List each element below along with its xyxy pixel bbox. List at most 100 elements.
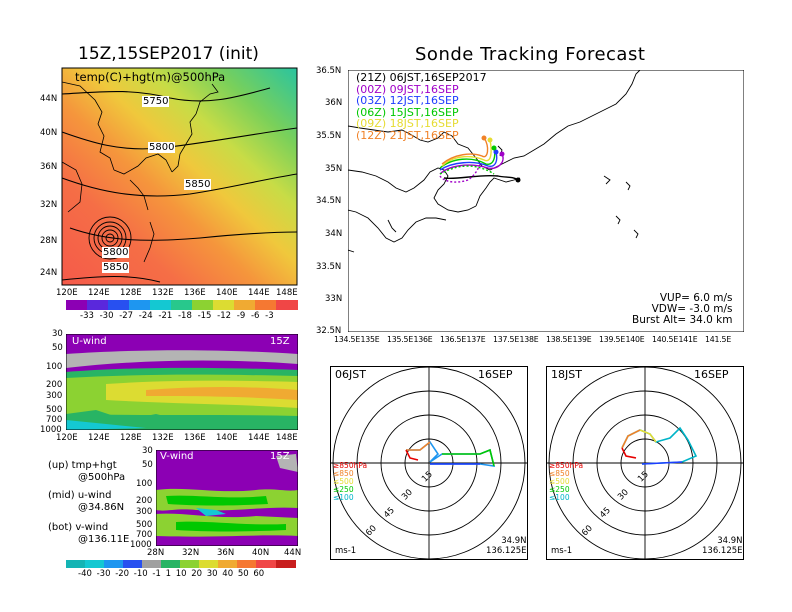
wind-colorbar (66, 560, 296, 568)
burst-points (481, 135, 521, 183)
balloon-params: VUP= 6.0 m/s VDW= -3.0 m/s Burst Alt= 34… (632, 292, 733, 326)
hodo-level-legend: ≥850hPa ≤850 ≤500 ≤250 ≤100 (549, 461, 584, 502)
lon-tick: 128E (120, 288, 142, 298)
lat-tick: 35.5N (316, 131, 342, 141)
hodo-date: 16SEP (694, 368, 729, 381)
pressure-tick: 700 (136, 530, 153, 540)
temperature-colorbar (66, 300, 298, 310)
lat-tick: 44N (284, 548, 302, 558)
hodograph-06jst (330, 366, 528, 560)
forecast-tracks (439, 137, 519, 183)
lat-tick: 36N (325, 98, 343, 108)
lon-tick: 128E (120, 433, 142, 443)
lat-tick: 40N (40, 128, 58, 138)
lat-tick: 36N (40, 162, 58, 172)
lat-tick: 32N (182, 548, 200, 558)
lon-tick: 148E (276, 433, 298, 443)
u-wind-section (66, 334, 298, 430)
lat-tick: 24N (40, 268, 58, 278)
pressure-tick: 1000 (40, 425, 62, 435)
lat-tick: 32.5N (316, 326, 342, 336)
pressure-tick: 50 (52, 343, 63, 353)
lon-tick: 144E (248, 433, 270, 443)
hodo-location: 34.9N 136.125E (702, 536, 743, 556)
pressure-tick: 300 (46, 391, 63, 401)
u-wind-time: 15Z (270, 336, 290, 347)
lon-tick: 120E (56, 433, 78, 443)
lat-tick: 28N (147, 548, 165, 558)
lon-tick: 136E (184, 433, 206, 443)
pressure-tick: 100 (46, 362, 63, 372)
hodo-location: 34.9N 136.125E (486, 536, 527, 556)
lon-tick: 136E (184, 288, 206, 298)
lon-tick: 124E (88, 288, 110, 298)
lon-tick: 148E (276, 288, 298, 298)
lat-tick: 32N (40, 200, 58, 210)
v-wind-label: V-wind (160, 451, 194, 462)
pressure-tick: 200 (136, 496, 153, 506)
lat-tick: 33N (325, 294, 343, 304)
run-21z: (21Z) 06JST,16SEP2017 (356, 71, 487, 84)
map-field-label: temp(C)+hgt(m)@500hPa (75, 70, 226, 84)
run-00z: (00Z) 09JST,16SEP (356, 82, 459, 96)
wind-colorbar-ticks: -40 -30 -20 -10 -1 1 10 20 30 40 50 60 (78, 569, 265, 579)
contour-label-5850-typhoon: 5850 (102, 262, 130, 273)
hodo-time: 18JST (551, 368, 582, 381)
run-09z: (09Z) 18JST,16SEP (356, 117, 459, 131)
temp-height-map (61, 67, 298, 286)
pressure-tick: 50 (142, 460, 153, 470)
sonde-track-map (348, 70, 744, 332)
lat-tick: 40N (252, 548, 270, 558)
lon-tick: 120E (56, 288, 78, 298)
pressure-tick: 500 (46, 405, 63, 415)
pressure-tick: 100 (136, 479, 153, 489)
run-06z: (06Z) 15JST,16SEP (356, 105, 459, 119)
pressure-tick: 1000 (130, 540, 152, 550)
contour-label-5750: 5750 (142, 96, 170, 107)
pressure-tick: 700 (46, 415, 63, 425)
lon-tick: 124E (88, 433, 110, 443)
legend-note-up: (up) tmp+hgt @500hPa (48, 460, 126, 483)
v-wind-section (156, 450, 298, 546)
init-time-title: 15Z,15SEP2017 (init) (78, 44, 259, 64)
track-lon-ticks: 134.5E135E 135.5E136E 136.5E137E 137.5E138E… (334, 335, 732, 344)
hodo-unit: ms-1 (335, 546, 357, 556)
temperature-field (62, 68, 297, 285)
pressure-tick: 300 (136, 507, 153, 517)
contour-label-5800-typhoon: 5800 (102, 247, 130, 258)
lon-tick: 140E (216, 288, 238, 298)
lon-tick: 140E (216, 433, 238, 443)
lat-tick: 34.5N (316, 196, 342, 206)
hodo-time: 06JST (335, 368, 366, 381)
height-contours (61, 87, 298, 283)
temperature-colorbar-ticks: -33 -30 -27 -24 -21 -18 -15 -12 -9 -6 -3 (80, 311, 274, 321)
lon-tick: 132E (152, 288, 174, 298)
hodo-level-legend: ≥850hPa ≤850 ≤500 ≤250 ≤100 (333, 461, 368, 502)
lat-tick: 33.5N (316, 262, 342, 272)
contour-label-5800: 5800 (148, 142, 176, 153)
hodograph-18jst (546, 366, 744, 560)
pressure-tick: 30 (142, 446, 153, 456)
legend-note-mid: (mid) u-wind @34.86N (48, 490, 125, 513)
run-03z: (03Z) 12JST,16SEP (356, 94, 459, 108)
run-legend: (21Z) 06JST,16SEP2017 (00Z) 09JST,16SEP … (356, 72, 487, 142)
v-wind-time: 15Z (270, 451, 290, 462)
coastlines (61, 81, 219, 263)
lat-tick: 36N (217, 548, 235, 558)
run-12z: (12Z) 21JST,16SEP (356, 128, 459, 142)
pressure-tick: 200 (46, 380, 63, 390)
lat-tick: 36.5N (316, 66, 342, 76)
lat-tick: 44N (40, 94, 58, 104)
lon-tick: 144E (248, 288, 270, 298)
lat-tick: 28N (40, 236, 58, 246)
contour-label-5850: 5850 (184, 179, 212, 190)
legend-note-bot: (bot) v-wind @136.11E (48, 522, 130, 545)
u-wind-label: U-wind (72, 336, 107, 347)
main-title: Sonde Tracking Forecast (415, 44, 646, 65)
hodo-date: 16SEP (478, 368, 513, 381)
hodo-unit: ms-1 (551, 546, 573, 556)
pressure-tick: 30 (52, 329, 63, 339)
lat-tick: 35N (325, 164, 343, 174)
pressure-tick: 500 (136, 520, 153, 530)
